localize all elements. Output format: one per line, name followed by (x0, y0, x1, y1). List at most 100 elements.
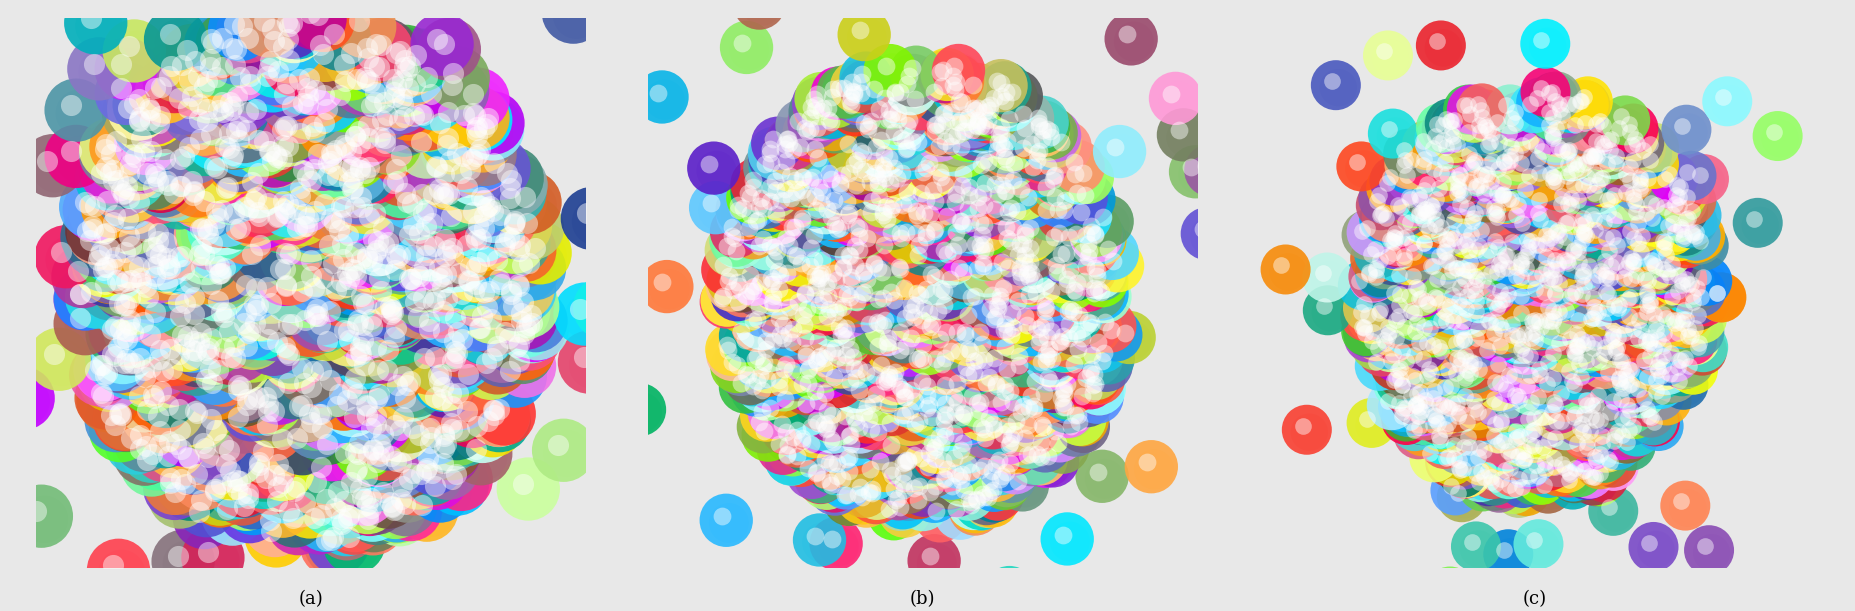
Point (1426, 417, 1456, 426)
Point (761, 148, 790, 158)
Point (1078, 381, 1107, 390)
Point (1412, 141, 1441, 150)
Point (1041, 358, 1070, 368)
Point (358, 368, 388, 378)
Point (955, 417, 985, 426)
Point (106, 83, 135, 93)
Point (223, 137, 252, 147)
Point (803, 123, 833, 133)
Point (1464, 212, 1493, 222)
Point (976, 100, 1005, 110)
Point (1516, 462, 1545, 472)
Point (438, 474, 467, 484)
Point (306, 510, 336, 520)
Point (1547, 145, 1577, 155)
Point (926, 95, 955, 104)
Point (358, 139, 388, 148)
Point (1684, 298, 1714, 307)
Point (768, 253, 798, 263)
Point (950, 120, 979, 130)
Point (1538, 258, 1567, 268)
Point (1415, 261, 1445, 271)
Point (1655, 398, 1684, 408)
Point (868, 293, 898, 302)
Point (1367, 270, 1397, 280)
Point (1013, 191, 1043, 201)
Point (779, 333, 809, 343)
Point (957, 492, 987, 502)
Point (351, 458, 380, 467)
Point (262, 153, 291, 163)
Point (942, 378, 972, 388)
Point (742, 199, 772, 209)
Point (1464, 291, 1493, 301)
Point (506, 309, 536, 319)
Point (1567, 159, 1597, 169)
Point (944, 471, 974, 481)
Point (1573, 296, 1603, 306)
Point (1068, 236, 1098, 246)
Point (1449, 101, 1478, 111)
Point (501, 177, 531, 186)
Point (1545, 354, 1575, 364)
Point (1558, 221, 1588, 231)
Point (1562, 381, 1592, 390)
Point (1041, 290, 1070, 300)
Point (718, 222, 748, 232)
Point (1499, 167, 1529, 177)
Point (247, 205, 276, 214)
Point (469, 287, 499, 297)
Point (1156, 89, 1185, 99)
Point (462, 235, 492, 244)
Point (76, 221, 106, 231)
Point (889, 283, 918, 293)
Point (1408, 406, 1438, 416)
Point (835, 97, 864, 106)
Point (874, 177, 903, 187)
Point (1579, 406, 1608, 416)
Point (1645, 330, 1675, 340)
Point (913, 213, 942, 222)
Point (1037, 395, 1067, 404)
Point (1590, 257, 1619, 266)
Point (855, 415, 885, 425)
Point (926, 67, 955, 77)
Point (195, 54, 224, 64)
Point (779, 251, 809, 260)
Point (1684, 304, 1714, 313)
Point (276, 353, 306, 363)
Point (831, 230, 861, 240)
Point (230, 481, 260, 491)
Point (915, 158, 944, 168)
Point (217, 509, 247, 519)
Point (794, 192, 824, 202)
Point (931, 474, 961, 483)
Point (215, 466, 245, 476)
Point (1536, 279, 1566, 289)
Point (1055, 320, 1085, 329)
Point (1512, 438, 1542, 448)
Point (940, 85, 970, 95)
Point (798, 358, 827, 368)
Point (840, 381, 870, 391)
Point (93, 197, 122, 207)
Point (445, 168, 475, 178)
Point (1493, 424, 1523, 434)
Point (106, 357, 135, 367)
Point (404, 384, 434, 394)
Point (449, 355, 479, 365)
Point (1525, 341, 1554, 351)
Point (879, 485, 909, 494)
Point (145, 188, 174, 197)
Point (234, 390, 263, 400)
Point (119, 260, 148, 270)
Point (158, 185, 187, 195)
Point (412, 277, 441, 287)
Point (236, 207, 265, 217)
Point (796, 439, 825, 448)
Point (98, 218, 128, 227)
Point (907, 453, 937, 463)
Point (319, 163, 349, 173)
Point (1510, 259, 1540, 269)
Point (1579, 265, 1608, 275)
